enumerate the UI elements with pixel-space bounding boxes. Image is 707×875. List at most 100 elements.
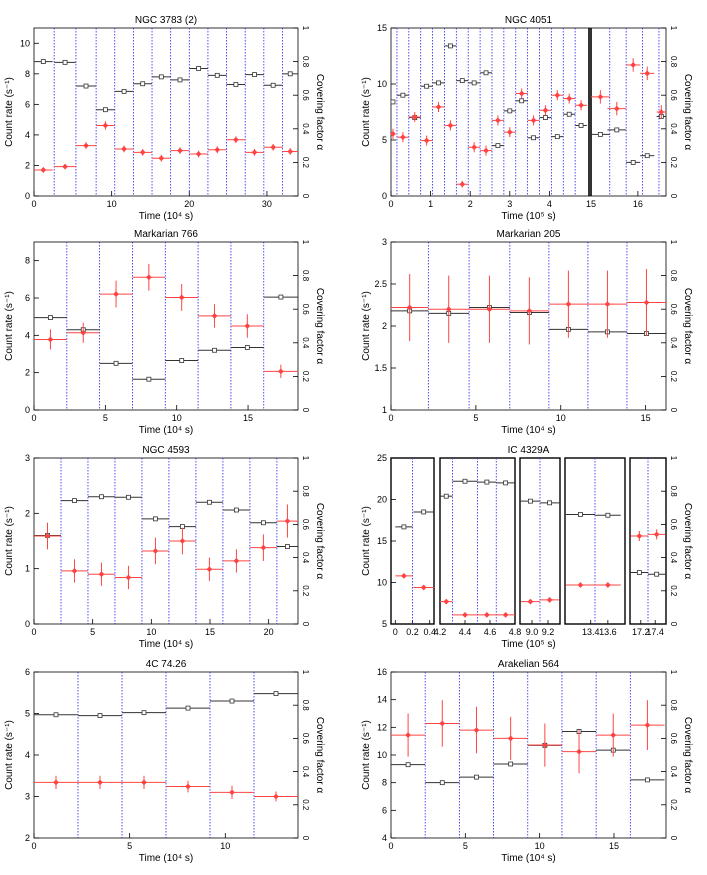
covering-factor-marker xyxy=(287,148,294,155)
count-rate-marker xyxy=(443,493,449,499)
y-tick-label: 2.5 xyxy=(374,279,387,289)
y2-axis-label: Covering factor α xyxy=(314,503,325,580)
y-tick-label: 2 xyxy=(382,321,387,331)
y2-tick-label: 0 xyxy=(301,408,310,413)
covering-factor-marker xyxy=(113,291,119,297)
covering-factor-point xyxy=(452,611,478,618)
covering-factor-marker xyxy=(495,117,501,124)
count-rate-marker xyxy=(390,99,396,105)
covering-factor-marker xyxy=(542,107,549,114)
y-tick-label: 10 xyxy=(377,578,387,588)
count-rate-point xyxy=(165,358,199,363)
covering-factor-point xyxy=(563,93,576,104)
y2-tick-label: 0.6 xyxy=(301,733,310,745)
x-tick-label: 16 xyxy=(633,199,643,209)
axis-segment: 13.4 13.6 xyxy=(564,457,626,637)
y2-tick-label: 0.4 xyxy=(301,123,310,135)
count-rate-point xyxy=(249,520,277,526)
y2-tick-label: 1 xyxy=(301,240,310,245)
covering-factor-point xyxy=(444,120,457,131)
y-tick-label: 12 xyxy=(377,722,387,732)
count-rate-point xyxy=(565,512,595,517)
covering-factor-point xyxy=(503,127,516,138)
x-axis-label: Time (10⁴ s) xyxy=(501,425,556,436)
count-rate-point xyxy=(195,499,223,505)
covering-factor-marker xyxy=(420,584,427,591)
covering-factor-point xyxy=(263,364,298,379)
count-rate-point xyxy=(166,705,210,711)
covering-factor-point xyxy=(496,611,515,618)
y2-tick-label: 0.8 xyxy=(669,270,678,282)
count-rate-point xyxy=(459,774,494,780)
y2-tick-label: 0.6 xyxy=(669,304,678,316)
count-rate-point xyxy=(75,83,97,89)
y2-tick-label: 0.4 xyxy=(301,337,310,349)
axis-segment: 4.2 4.4 4.6 4.8 xyxy=(434,457,521,637)
y-tick-label: 2 xyxy=(25,160,30,170)
covering-factor-point xyxy=(87,562,115,586)
plot-frame xyxy=(33,27,299,197)
covering-factor-point xyxy=(408,112,421,123)
count-rate-point xyxy=(207,72,227,78)
count-rate-point xyxy=(444,43,457,49)
count-rate-marker xyxy=(503,480,509,486)
covering-factor-point xyxy=(656,105,666,119)
covering-factor-marker xyxy=(541,742,548,748)
chart-title: IC 4329A xyxy=(508,445,550,456)
count-rate-marker xyxy=(141,710,147,716)
y2-axis-label: Covering factor α xyxy=(682,288,693,365)
y2-tick-label: 0.6 xyxy=(301,519,310,531)
covering-factor-marker xyxy=(565,301,572,308)
y2-axis-label: Covering factor α xyxy=(682,503,693,580)
y-tick-label: 16 xyxy=(377,667,387,677)
count-rate-point xyxy=(168,524,196,530)
covering-factor-marker xyxy=(443,598,450,605)
covering-factor-marker xyxy=(445,306,452,313)
x-tick-label: 0 xyxy=(388,199,393,209)
count-rate-point xyxy=(595,512,621,518)
count-rate-marker xyxy=(252,72,257,77)
covering-factor-point xyxy=(548,270,588,338)
covering-factor-point xyxy=(249,534,277,561)
x-axis-label: Time (10⁴ s) xyxy=(139,639,194,650)
count-rate-point xyxy=(122,710,166,716)
covering-factor-point xyxy=(390,128,396,139)
count-rate-point xyxy=(34,59,53,65)
count-rate-marker xyxy=(103,107,108,113)
y-tick-label: 15 xyxy=(377,23,387,33)
covering-factor-point xyxy=(640,66,655,81)
y2-tick-label: 0.6 xyxy=(301,90,310,102)
covering-factor-marker xyxy=(141,779,147,786)
count-rate-point xyxy=(390,99,396,105)
covering-factor-point xyxy=(432,101,445,112)
count-rate-point xyxy=(34,315,67,320)
covering-factor-marker xyxy=(644,70,651,77)
count-rate-point xyxy=(263,82,283,88)
count-rate-marker xyxy=(97,713,103,718)
y-tick-label: 6 xyxy=(382,805,387,815)
covering-factor-point xyxy=(480,145,492,156)
x-tick-label: 1 xyxy=(428,199,433,209)
y-tick-label: 3 xyxy=(25,792,30,802)
y2-tick-label: 1 xyxy=(669,26,678,31)
covering-factor-marker xyxy=(83,142,89,149)
x-tick-label: 5 xyxy=(127,841,132,851)
covering-factor-point xyxy=(539,105,552,116)
count-rate-point xyxy=(420,83,433,89)
covering-factor-point xyxy=(565,582,595,588)
count-rate-marker xyxy=(508,761,514,767)
count-rate-point xyxy=(630,570,648,575)
y2-tick-label: 0.8 xyxy=(669,486,678,498)
y-tick-label: 1.5 xyxy=(374,363,387,373)
x-tick-label: 20 xyxy=(184,199,194,209)
covering-factor-marker xyxy=(406,304,413,311)
count-rate-marker xyxy=(83,83,89,89)
x-tick-label: 0 xyxy=(388,841,393,851)
x-tick-label: 0 xyxy=(31,627,36,637)
count-rate-point xyxy=(78,713,122,718)
count-rate-marker xyxy=(233,507,239,513)
count-rate-marker xyxy=(153,516,158,522)
